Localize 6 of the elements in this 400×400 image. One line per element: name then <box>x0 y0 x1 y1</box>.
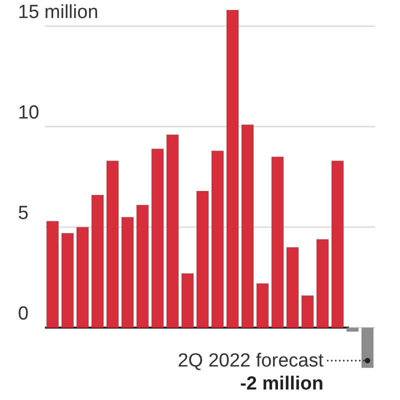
y-tick-label: 15 million <box>18 2 98 24</box>
y-tick-label: 10 <box>18 102 40 124</box>
y-tick-label: 5 <box>18 203 29 224</box>
y-tick-label: 0 <box>18 304 29 325</box>
annotation: -2 million <box>240 374 324 395</box>
annotation: 2Q 2022 forecast <box>178 350 324 372</box>
